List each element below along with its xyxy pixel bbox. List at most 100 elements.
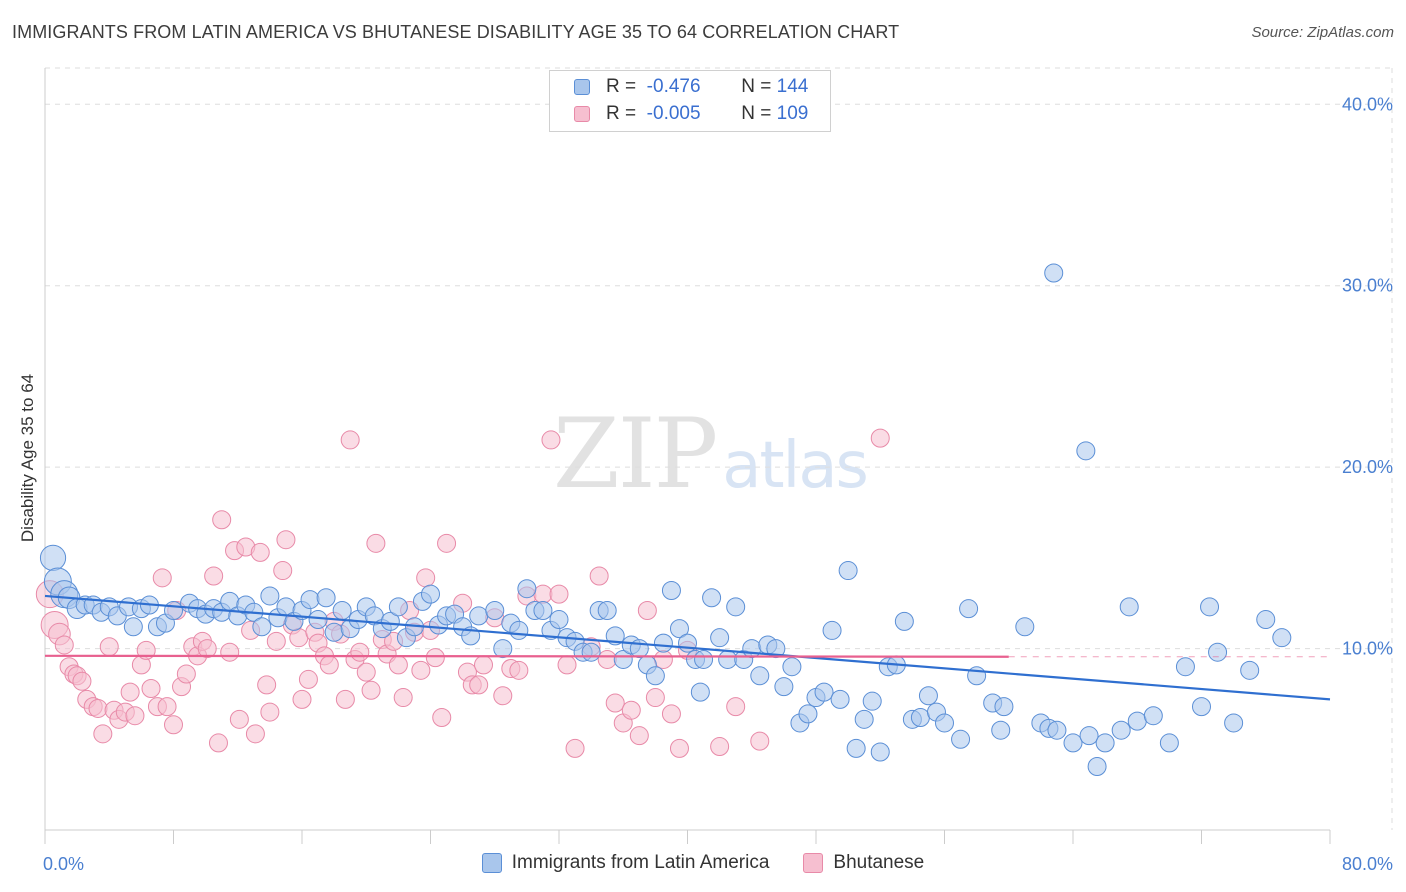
legend-row-bhutanese: R = -0.005 N = 109 [574, 101, 808, 127]
bhutanese-point [276, 530, 296, 550]
latin-america-point [324, 622, 344, 642]
x-tick-label: 0.0% [43, 854, 84, 874]
bhutanese-point [72, 671, 92, 691]
legend-n-value: 144 [776, 76, 809, 97]
bhutanese-point [750, 731, 770, 751]
bhutanese-point [164, 715, 183, 735]
bhutanese-point [298, 669, 318, 689]
axes [44, 68, 1331, 844]
bhutanese-point [257, 675, 277, 695]
latin-america-point [645, 666, 665, 686]
bhutanese-point [197, 639, 217, 659]
legend-swatch-blue [574, 79, 590, 95]
latin-america-point [252, 617, 272, 637]
bhutanese-point [393, 688, 413, 708]
y-tick-label: 10.0% [1342, 639, 1393, 659]
latin-america-point [1192, 697, 1211, 717]
latin-america-point [517, 579, 537, 599]
latin-america-point [485, 600, 505, 620]
bhutanese-point [425, 648, 445, 668]
bhutanese-point [176, 664, 196, 684]
latin-america-point [718, 649, 738, 669]
bhutanese-point [289, 628, 309, 648]
bhutanese-point [245, 724, 265, 744]
bhutanese-point [292, 689, 312, 709]
latin-america-point [994, 697, 1014, 717]
legend-r-value: -0.005 [646, 103, 701, 124]
bhutanese-point [54, 635, 74, 655]
latin-america-point [1256, 610, 1276, 630]
latin-america-point [613, 649, 633, 669]
latin-america-point [774, 677, 794, 697]
bhutanese-point [565, 738, 585, 758]
latin-america-point [830, 689, 850, 709]
latin-america-point [894, 611, 914, 631]
latin-america-point [1076, 441, 1096, 461]
latin-america-point [1224, 713, 1244, 733]
latin-america-point [469, 606, 489, 626]
bhutanese-point [416, 568, 436, 588]
watermark-zip: ZIP [553, 398, 718, 510]
legend-r-label: R = [606, 76, 637, 97]
latin-america-point [750, 666, 770, 686]
bhutanese-point [93, 724, 113, 744]
bhutanese-point [645, 688, 665, 708]
bottom-legend-swatch-pink [803, 853, 824, 873]
latin-america-trend-line [44, 594, 1331, 701]
latin-america-point [1087, 757, 1107, 776]
bhutanese-point [661, 704, 681, 724]
latin-america-point [1044, 263, 1064, 283]
bhutanese-point [411, 660, 431, 680]
latin-america-point [1159, 733, 1179, 753]
latin-america-point [1015, 617, 1035, 637]
y-tick-label: 30.0% [1342, 276, 1393, 296]
bhutanese-point [356, 662, 376, 682]
latin-america-point [782, 657, 802, 677]
bhutanese-point [250, 542, 270, 562]
legend-row-latin-america: R = -0.476 N = 144 [574, 74, 808, 100]
bhutanese-point [229, 709, 249, 729]
bhutanese-point [88, 698, 108, 718]
latin-america-point [1127, 711, 1147, 731]
latin-america-point [742, 639, 762, 659]
bhutanese-point [469, 675, 489, 695]
legend: R = -0.476 N = 144 R = -0.005 N = 109 [549, 70, 831, 132]
bhutanese-point [141, 678, 161, 698]
bhutanese-point [366, 533, 386, 553]
bhutanese-point [319, 655, 339, 675]
latin-america-point [678, 633, 697, 653]
chart-title: IMMIGRANTS FROM LATIN AMERICA VS BHUTANE… [12, 22, 900, 42]
latin-america-point [702, 588, 722, 608]
legend-r-value: -0.476 [646, 76, 701, 97]
latin-america-point [581, 642, 601, 662]
bhutanese-point [388, 655, 408, 675]
latin-america-point [1240, 660, 1260, 680]
legend-n-value: 109 [776, 103, 809, 124]
latin-america-point [260, 586, 280, 606]
bhutanese-point [220, 642, 240, 662]
tick-labels: 10.0% 20.0% 30.0% 40.0% 0.0% 80.0% [43, 94, 1393, 874]
latin-america-point [1047, 720, 1067, 740]
legend-swatch-pink [574, 106, 590, 122]
latin-america-point [1272, 628, 1292, 648]
legend-n-label: N = [741, 103, 772, 124]
x-tick-label: 80.0% [1342, 854, 1393, 874]
bhutanese-point [669, 738, 689, 758]
bhutanese-point [726, 697, 746, 717]
latin-america-point [690, 682, 710, 702]
latin-america-point [1175, 657, 1195, 677]
latin-america-point [388, 597, 408, 617]
bhutanese-point [340, 430, 360, 450]
bhutanese-point [589, 566, 609, 586]
latin-america-point [726, 597, 746, 617]
watermark: ZIPatlas [553, 398, 869, 510]
trend-lines [44, 594, 1331, 701]
bottom-legend-latin-america: Immigrants from Latin America [481, 852, 769, 874]
latin-america-point [846, 738, 866, 758]
latin-america-point [862, 691, 882, 711]
latin-america-point [910, 708, 930, 728]
latin-america-point [316, 588, 336, 608]
latin-america-point [533, 600, 553, 620]
latin-america-point [854, 709, 874, 729]
latin-america-point [509, 620, 529, 640]
